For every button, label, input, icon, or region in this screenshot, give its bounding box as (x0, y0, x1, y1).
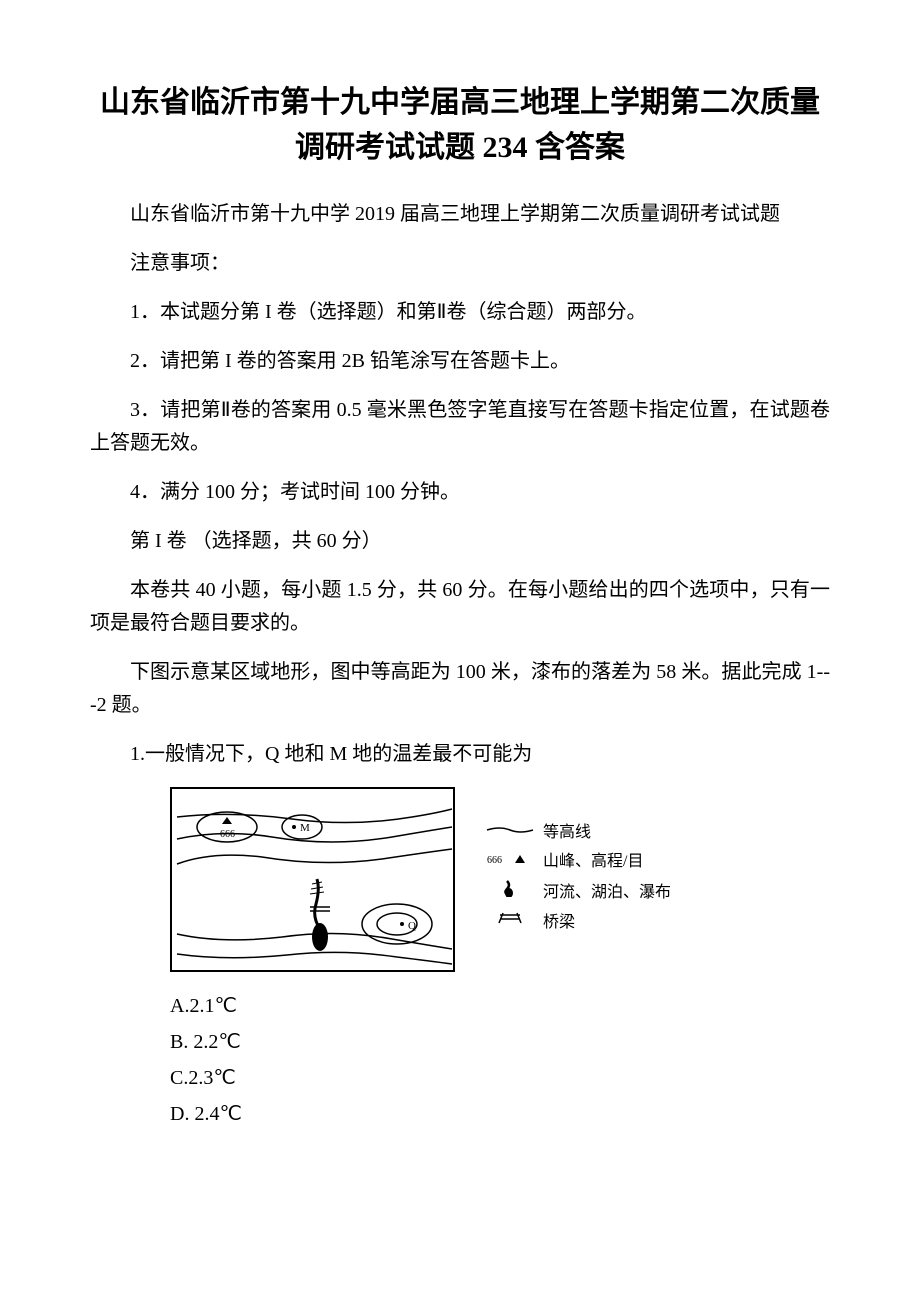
m-label: M (300, 822, 310, 834)
legend-river-label: 河流、湖泊、瀑布 (543, 880, 671, 906)
option-a: A.2.1℃ (170, 988, 830, 1024)
section1-intro: 本卷共 40 小题，每小题 1.5 分，共 60 分。在每小题给出的四个选项中，… (90, 574, 830, 640)
section1-header: 第 I 卷 （选择题，共 60 分） (90, 525, 830, 558)
river-icon (485, 879, 535, 906)
option-d: D. 2.4℃ (170, 1096, 830, 1132)
notice-header: 注意事项： (90, 247, 830, 280)
options-list: A.2.1℃ B. 2.2℃ C.2.3℃ D. 2.4℃ (170, 988, 830, 1132)
option-b: B. 2.2℃ (170, 1024, 830, 1060)
svg-text:666: 666 (487, 855, 502, 866)
map-legend: 等高线 666 山峰、高程/目 河流、湖泊、瀑布 (485, 820, 671, 939)
page-title: 山东省临沂市第十九中学届高三地理上学期第二次质量调研考试试题 234 含答案 (90, 80, 830, 170)
question-intro: 下图示意某区域地形，图中等高距为 100 米，漆布的落差为 58 米。据此完成 … (90, 656, 830, 722)
legend-peak: 666 山峰、高程/目 (485, 849, 671, 875)
notice-1: 1．本试题分第 I 卷（选择题）和第Ⅱ卷（综合题）两部分。 (90, 296, 830, 329)
option-c: C.2.3℃ (170, 1060, 830, 1096)
contour-icon (485, 820, 535, 846)
legend-river: 河流、湖泊、瀑布 (485, 879, 671, 906)
subtitle: 山东省临沂市第十九中学 2019 届高三地理上学期第二次质量调研考试试题 (90, 198, 830, 231)
notice-2: 2．请把第 I 卷的答案用 2B 铅笔涂写在答题卡上。 (90, 345, 830, 378)
contour-map: 666 M Q (170, 787, 455, 972)
q-label: Q (408, 920, 416, 932)
figure-container: 666 M Q 等高 (170, 787, 830, 972)
peak-icon: 666 (485, 849, 535, 875)
legend-contour-label: 等高线 (543, 820, 591, 846)
peak-label: 666 (220, 829, 235, 840)
legend-bridge: 桥梁 (485, 910, 671, 936)
question-1: 1.一般情况下，Q 地和 M 地的温差最不可能为 (90, 738, 830, 771)
notice-3: 3．请把第Ⅱ卷的答案用 0.5 毫米黑色签字笔直接写在答题卡指定位置，在试题卷上… (90, 394, 830, 460)
map-svg: 666 M Q (172, 789, 457, 974)
legend-contour: 等高线 (485, 820, 671, 846)
legend-bridge-label: 桥梁 (543, 910, 575, 936)
notice-4: 4．满分 100 分；考试时间 100 分钟。 (90, 476, 830, 509)
bridge-icon (485, 910, 535, 936)
legend-peak-label: 山峰、高程/目 (543, 849, 643, 875)
